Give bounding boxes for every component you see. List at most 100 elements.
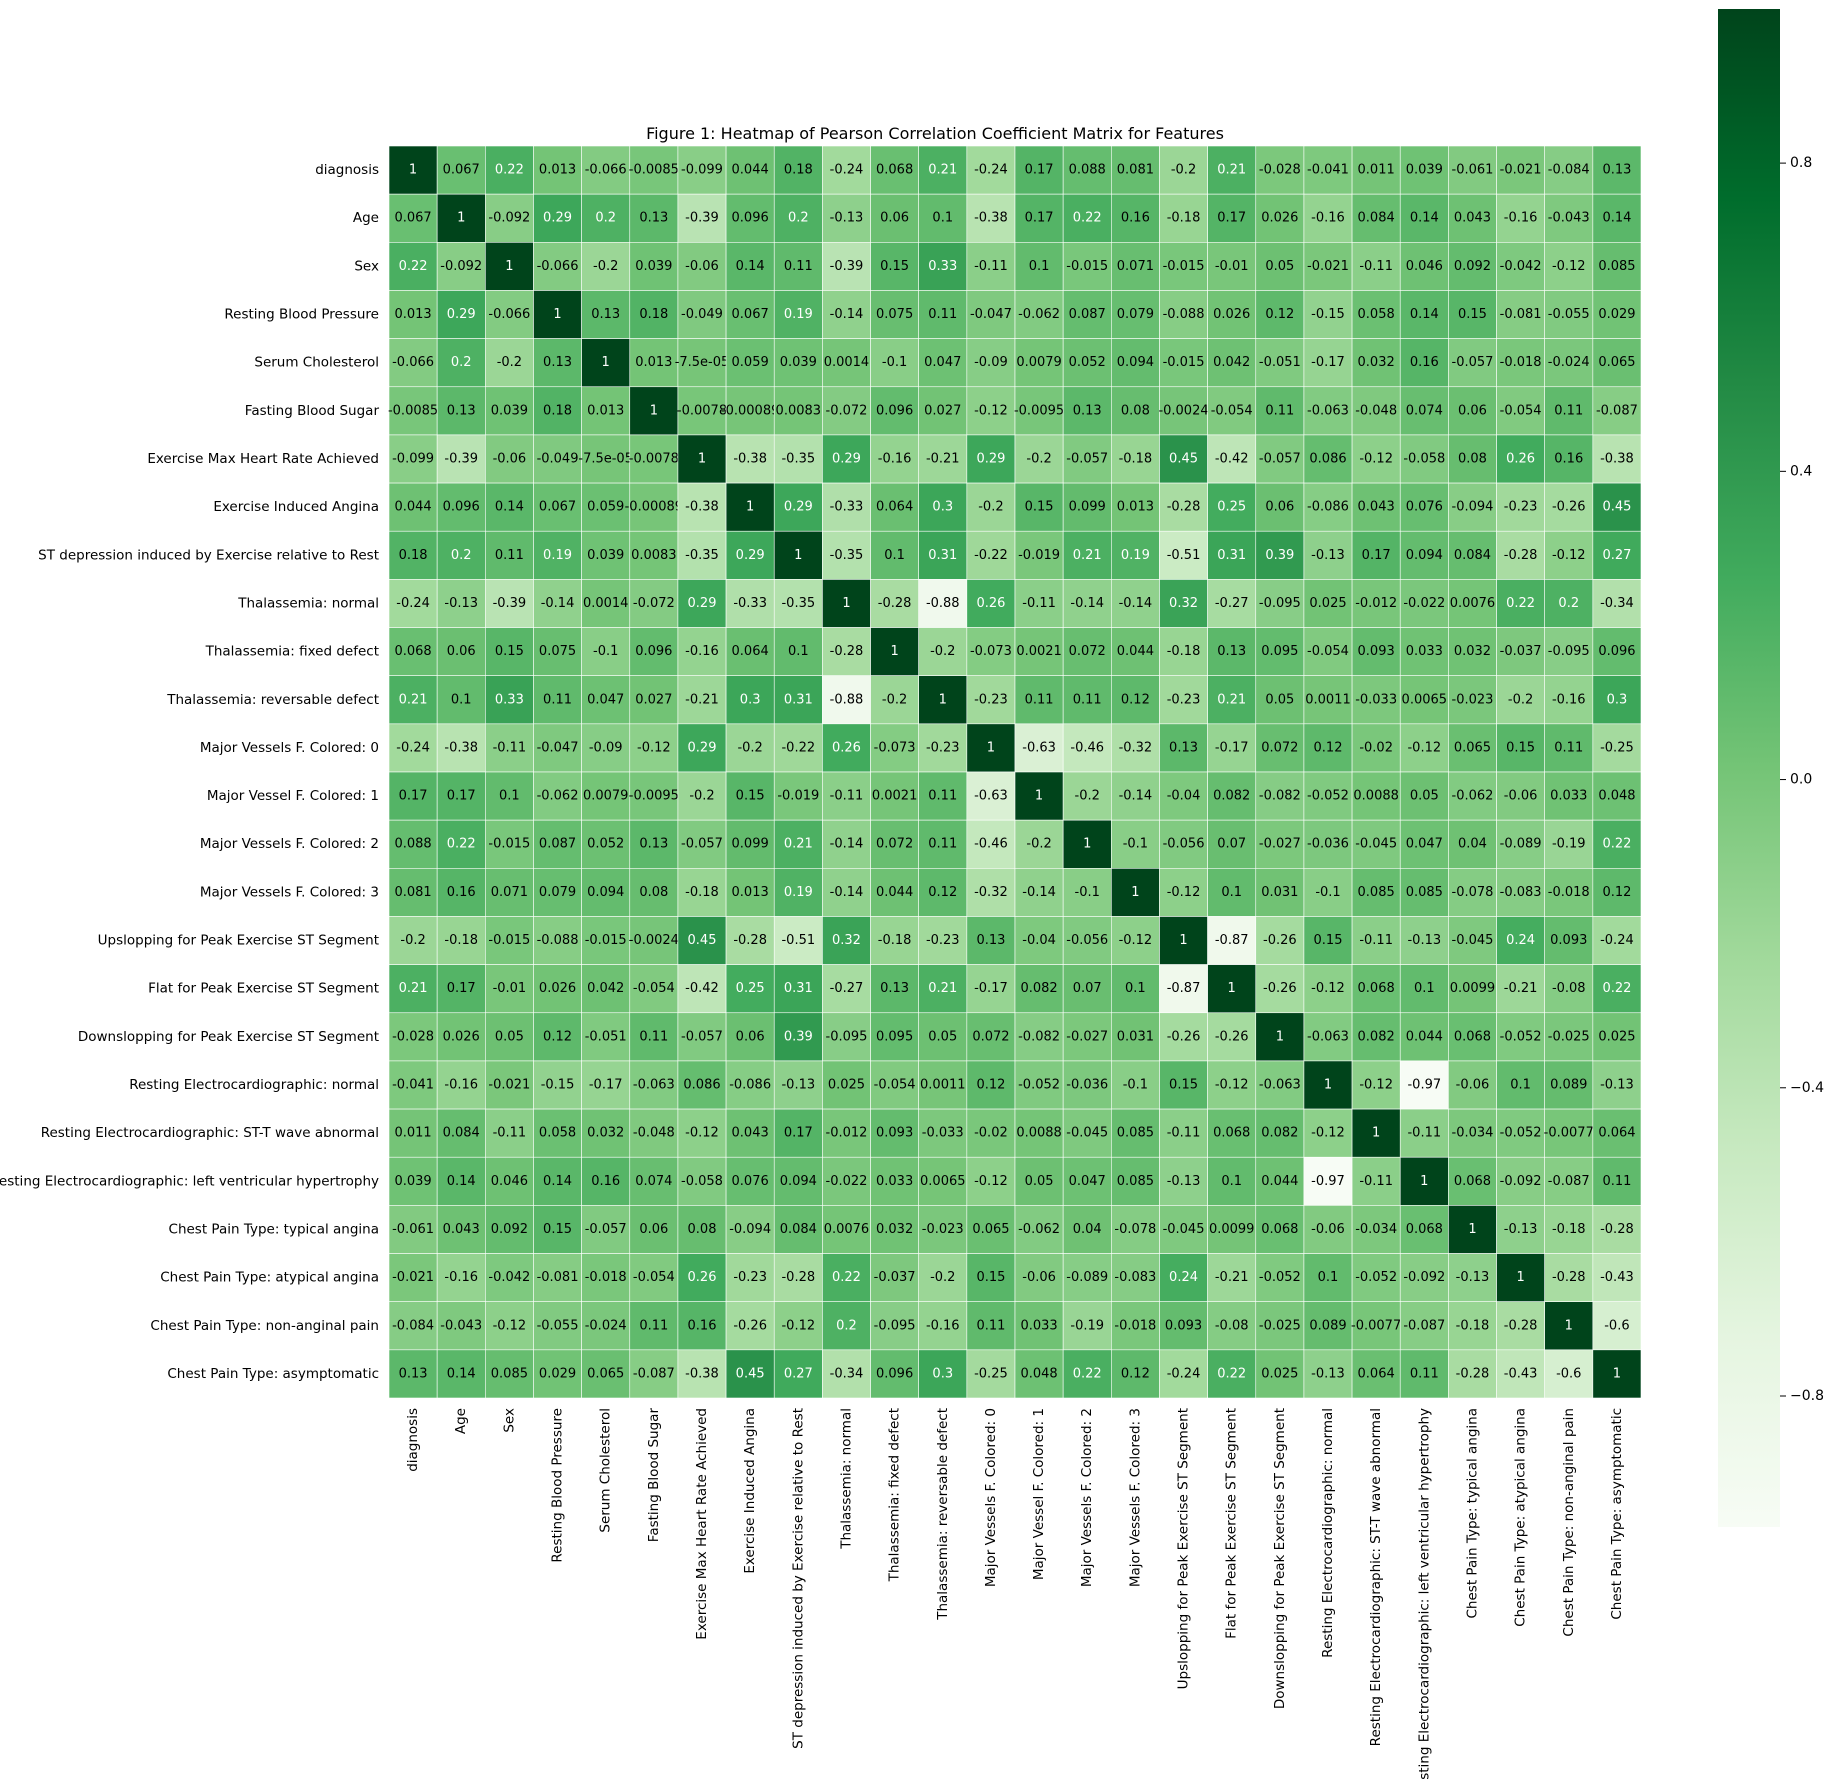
cell-value-label: 0.013 xyxy=(587,403,624,418)
cell-value-label: 0.12 xyxy=(1121,1366,1150,1381)
heatmap-cell xyxy=(629,1012,679,1062)
cell-value-label: -0.06 xyxy=(493,452,527,467)
cell-value-label: -0.2 xyxy=(1508,692,1533,707)
cell-value-label: -0.092 xyxy=(440,259,482,274)
heatmap-cell xyxy=(1255,819,1305,869)
heatmap-cell xyxy=(436,771,486,821)
cell-value-label: 0.085 xyxy=(491,1366,528,1381)
cell-value-label: 0.1 xyxy=(932,211,953,226)
heatmap-cell xyxy=(870,771,919,821)
cell-value-label: 0.32 xyxy=(1169,596,1198,611)
heatmap-cell xyxy=(1351,242,1401,291)
heatmap-cell xyxy=(822,193,871,243)
cell-value-label: -0.12 xyxy=(1311,1126,1345,1141)
heatmap-cell xyxy=(1014,145,1064,195)
cell-value-label: -0.062 xyxy=(1452,789,1494,804)
cell-value-label: 0.082 xyxy=(1020,981,1057,996)
heatmap-cell xyxy=(1014,338,1064,388)
heatmap-cell xyxy=(725,868,775,917)
heatmap-cell xyxy=(1496,1060,1545,1110)
cell-value-label: 0.043 xyxy=(1454,211,1491,226)
cell-value-label: -0.39 xyxy=(830,259,864,274)
heatmap-cell xyxy=(870,338,919,388)
cell-value-label: -0.2 xyxy=(400,933,425,948)
heatmap-cell xyxy=(581,1012,631,1062)
cell-value-label: 0.013 xyxy=(635,355,672,370)
cell-value-label: 0.12 xyxy=(1121,692,1150,707)
heatmap-cell xyxy=(1544,627,1594,676)
heatmap-cell xyxy=(1303,1012,1353,1062)
heatmap-cell xyxy=(1159,242,1208,291)
cell-value-label: -0.045 xyxy=(1163,1222,1205,1237)
cell-value-label: -0.88 xyxy=(926,596,960,611)
cell-value-label: -0.09 xyxy=(589,740,623,755)
cell-value-label: -0.28 xyxy=(1456,1366,1490,1381)
row-label: Resting Electrocardiographic: normal xyxy=(129,1077,379,1093)
cell-value-label: -0.027 xyxy=(1066,1029,1108,1044)
cell-value-label: -0.09 xyxy=(974,355,1008,370)
heatmap-cell xyxy=(1207,1301,1257,1351)
cell-value-label: -0.23 xyxy=(733,1270,767,1285)
heatmap-cell xyxy=(918,434,968,484)
heatmap-cell xyxy=(1399,675,1449,725)
cell-value-label: 0.096 xyxy=(876,403,913,418)
cell-value-label: 0.072 xyxy=(1261,740,1298,755)
cell-value-label: -0.062 xyxy=(537,789,579,804)
heatmap-cell xyxy=(1062,338,1112,388)
heatmap-cell xyxy=(629,916,679,965)
cell-value-label: 0.22 xyxy=(1073,1366,1102,1381)
heatmap-cell xyxy=(773,964,823,1014)
heatmap-cell xyxy=(870,964,919,1014)
cell-value-label: -0.17 xyxy=(589,1078,623,1093)
heatmap-cell xyxy=(1399,1349,1449,1399)
heatmap-cell xyxy=(629,1253,679,1302)
cell-value-label: 0.072 xyxy=(1069,644,1106,659)
cell-value-label: -0.01 xyxy=(1215,259,1249,274)
cell-value-label: -0.22 xyxy=(781,740,815,755)
heatmap-cell xyxy=(725,964,775,1014)
heatmap-cell xyxy=(870,434,919,484)
cell-value-label: -0.14 xyxy=(830,837,864,852)
heatmap-cell xyxy=(581,723,631,773)
heatmap-cell xyxy=(1014,242,1064,291)
cell-value-label: 0.075 xyxy=(876,307,913,322)
cell-value-label: 0.065 xyxy=(1454,740,1491,755)
heatmap-cell xyxy=(725,1012,775,1062)
row-label: Chest Pain Type: atypical angina xyxy=(160,1270,379,1286)
cell-value-label: -0.015 xyxy=(1163,355,1205,370)
cell-value-label: -0.11 xyxy=(1359,933,1393,948)
heatmap-cell xyxy=(1303,1156,1353,1206)
cell-value-label: -0.14 xyxy=(1070,596,1104,611)
cell-value-label: 0.031 xyxy=(1261,885,1298,900)
cell-value-label: 0.0079 xyxy=(583,789,629,804)
heatmap-cell xyxy=(1014,290,1064,339)
cell-value-label: 0.043 xyxy=(443,1222,480,1237)
cell-value-label: 0.1 xyxy=(884,548,905,563)
heatmap-cell xyxy=(725,338,775,388)
heatmap-cell xyxy=(822,290,871,339)
cell-value-label: -0.063 xyxy=(1307,403,1349,418)
cell-value-label: -0.018 xyxy=(585,1270,627,1285)
cell-value-label: -0.1 xyxy=(882,355,907,370)
cell-value-label: -0.13 xyxy=(1504,1222,1538,1237)
cell-value-label: 0.12 xyxy=(1602,885,1631,900)
cell-value-label: 0.0014 xyxy=(583,596,629,611)
row-label: Fasting Blood Sugar xyxy=(245,403,380,419)
cell-value-label: 0.11 xyxy=(1265,403,1294,418)
heatmap-cell xyxy=(1111,434,1160,484)
heatmap-cell xyxy=(1062,771,1112,821)
cell-value-label: -0.12 xyxy=(1119,933,1153,948)
row-label: Age xyxy=(353,210,379,226)
cell-value-label: -0.072 xyxy=(633,596,675,611)
heatmap-cell xyxy=(1448,242,1497,291)
heatmap-cell xyxy=(918,1205,968,1254)
cell-value-label: 0.08 xyxy=(688,1222,717,1237)
heatmap-cell xyxy=(485,193,534,243)
heatmap-cell xyxy=(1159,290,1208,339)
cell-value-label: 0.025 xyxy=(828,1078,865,1093)
heatmap-cell xyxy=(1207,242,1257,291)
cell-value-label: 0.26 xyxy=(976,596,1005,611)
cell-value-label: -0.062 xyxy=(1018,1222,1060,1237)
cell-value-label: -0.054 xyxy=(1307,644,1349,659)
cell-value-label: -0.87 xyxy=(1215,933,1249,948)
